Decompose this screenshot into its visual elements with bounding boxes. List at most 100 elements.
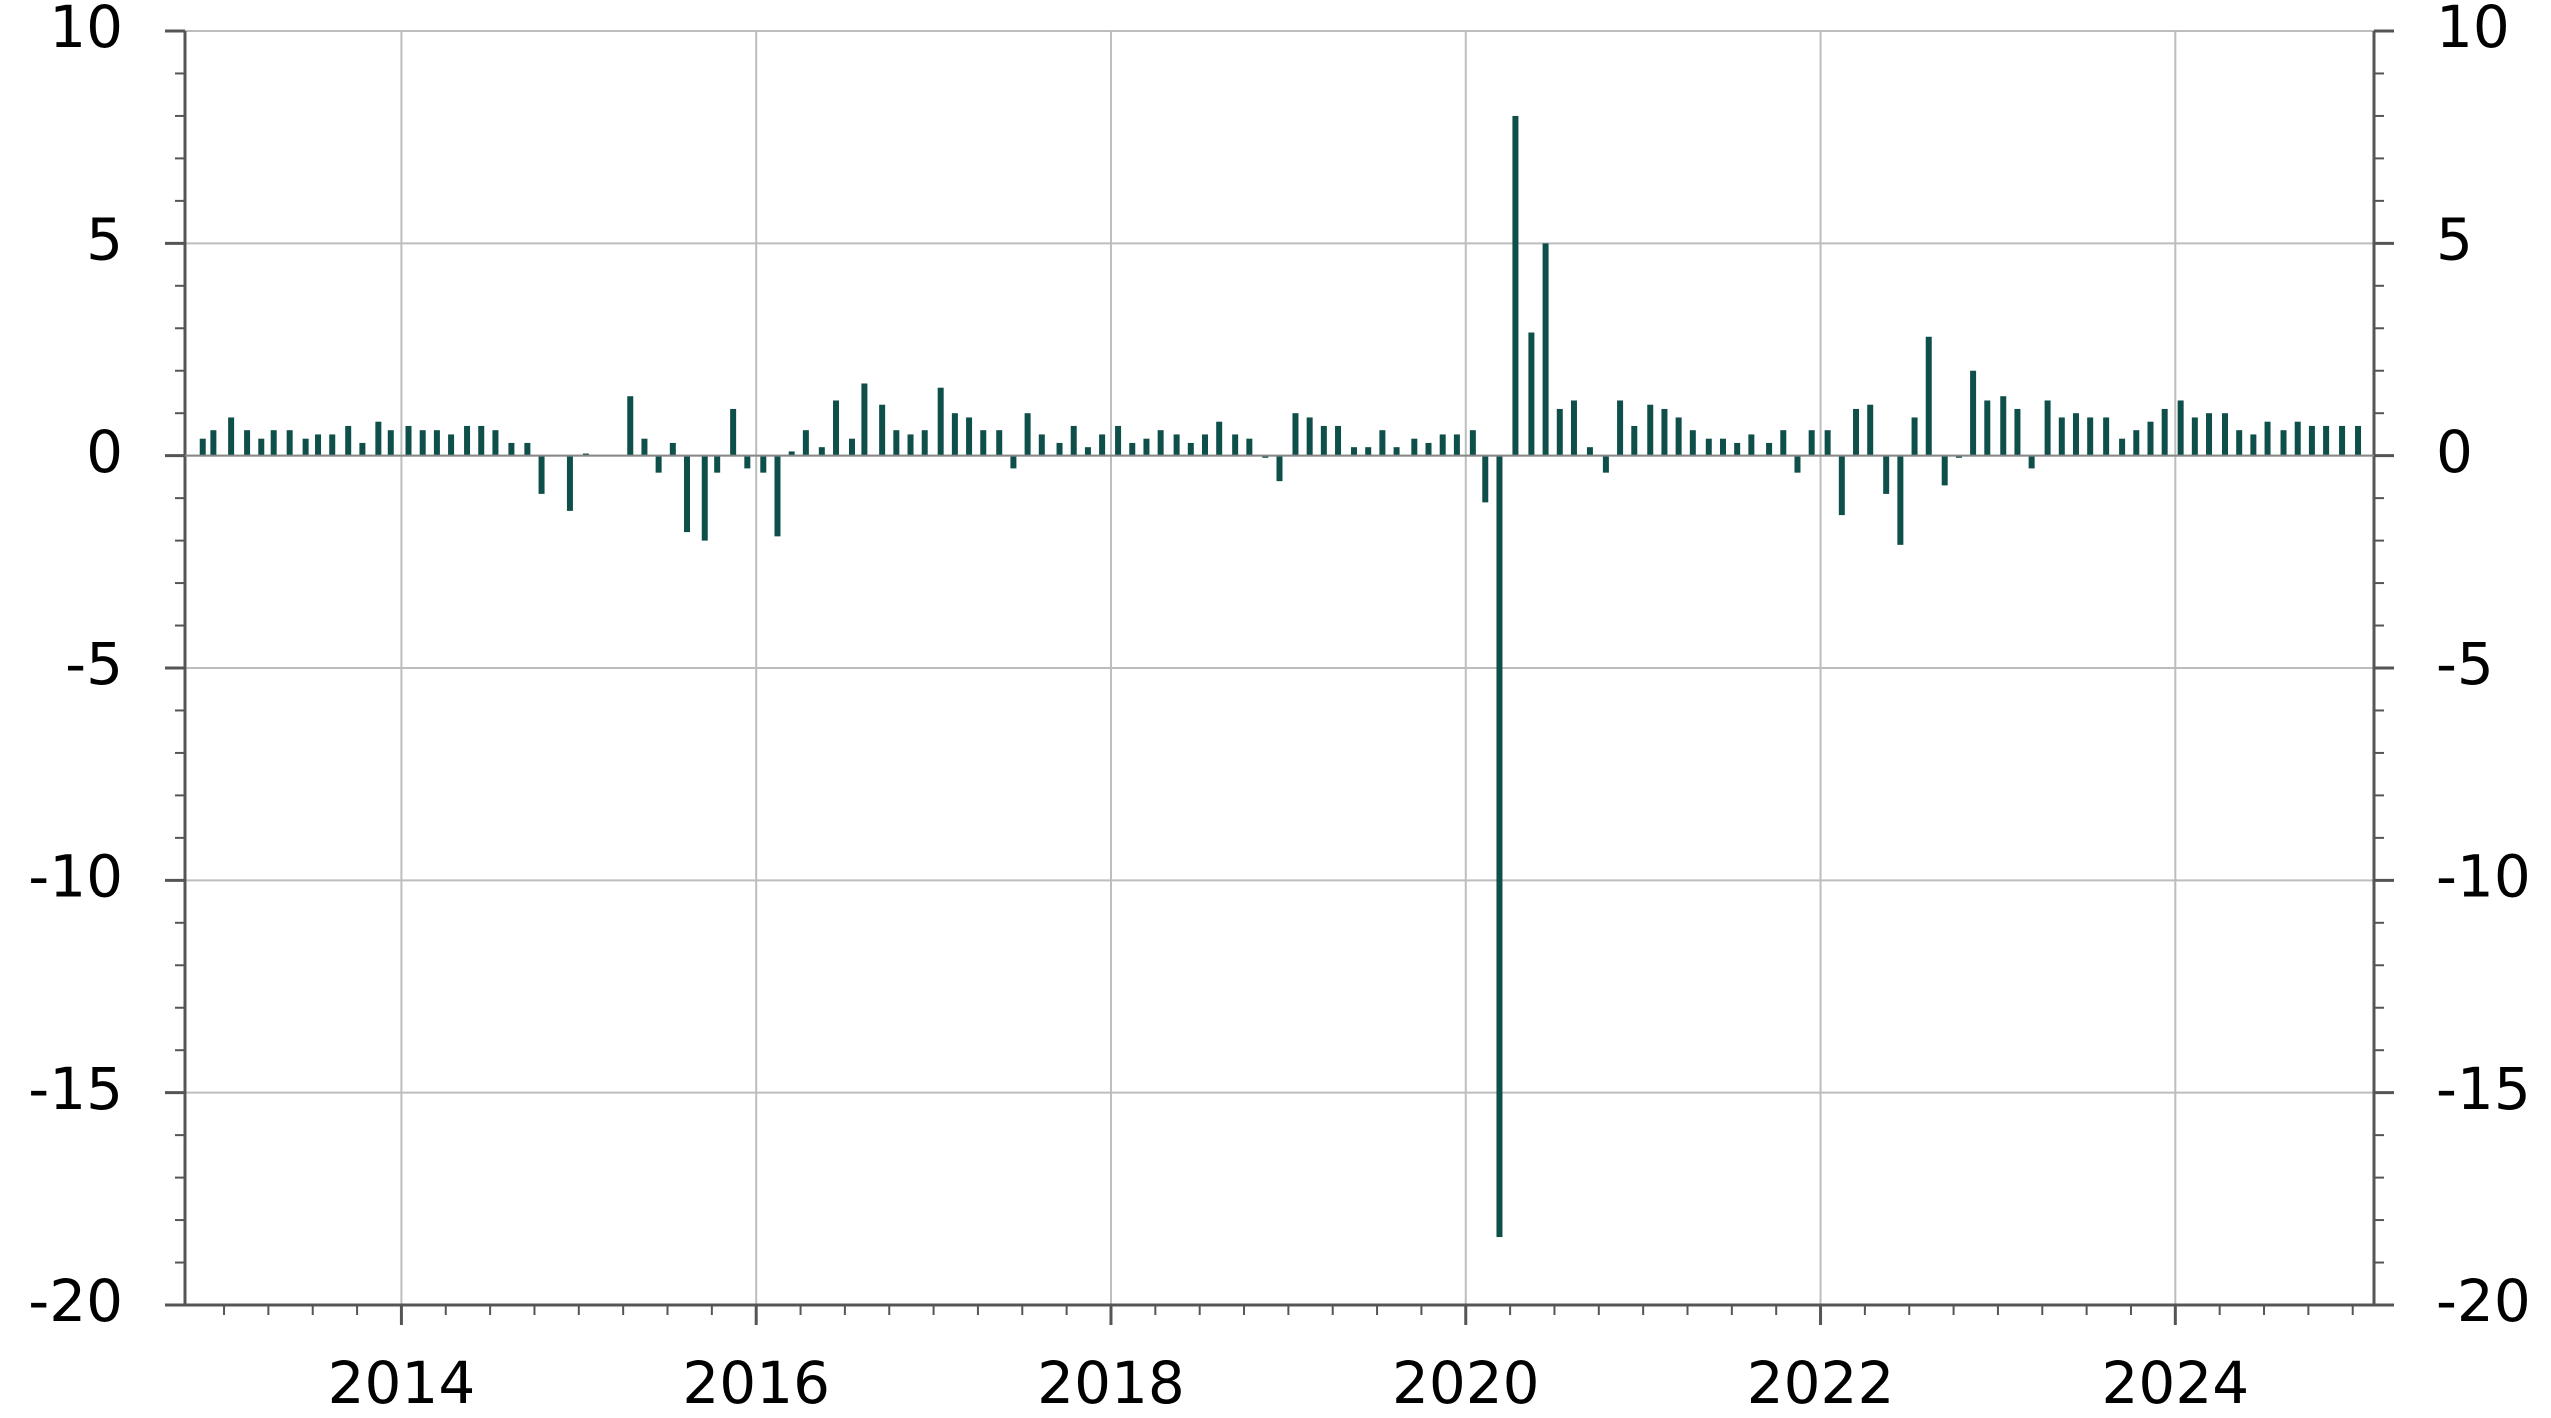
bar [2294, 421, 2301, 456]
bar [1794, 455, 1801, 473]
bar [1232, 434, 1239, 456]
bar [1734, 442, 1741, 456]
bar [492, 430, 499, 456]
bar [1631, 425, 1638, 456]
bar [2058, 417, 2065, 456]
bar [1719, 438, 1726, 456]
x-tick-label: 2016 [682, 1349, 830, 1417]
bar [1883, 455, 1890, 494]
bar [1617, 400, 1624, 456]
bar [966, 417, 973, 456]
bar [270, 430, 277, 456]
bar [1056, 442, 1063, 456]
y-tick-label: 0 [86, 418, 123, 486]
bar [2119, 438, 2126, 456]
y2-tick-label: -10 [2436, 842, 2531, 910]
bar [1143, 438, 1150, 456]
bar [714, 455, 721, 473]
bar [375, 421, 382, 456]
bar [1675, 417, 1682, 456]
y2-tick-label: -5 [2436, 630, 2494, 698]
bar [1955, 455, 1962, 458]
bar [1335, 425, 1342, 456]
bar [2236, 430, 2243, 456]
bar [2044, 400, 2051, 456]
bar [744, 455, 751, 469]
bar [1393, 447, 1400, 456]
bar [2133, 430, 2140, 456]
bar [1512, 115, 1519, 456]
bar [1292, 413, 1299, 456]
bar [861, 383, 868, 456]
bar [1365, 447, 1372, 456]
bar [1528, 332, 1535, 456]
bar [2355, 425, 2362, 456]
y2-tick-label: 0 [2436, 418, 2473, 486]
bar [1556, 408, 1563, 456]
bar [1748, 434, 1755, 456]
y2-tick-label: -20 [2436, 1267, 2531, 1335]
bar [433, 430, 440, 456]
bar [582, 453, 589, 456]
bar [419, 430, 426, 456]
bar [1970, 370, 1977, 456]
bar [566, 455, 573, 511]
y-tick-label: -5 [65, 630, 123, 698]
bar [2000, 396, 2007, 456]
bar [508, 442, 515, 456]
bar [833, 400, 840, 456]
bar [448, 434, 455, 456]
bar [1925, 336, 1932, 456]
bar [1084, 447, 1091, 456]
bar [2087, 417, 2094, 456]
bar [1897, 455, 1904, 545]
bar [921, 430, 928, 456]
bar [1099, 434, 1106, 456]
x-tick-label: 2014 [328, 1349, 476, 1417]
x-tick-label: 2022 [1747, 1349, 1895, 1417]
bar [1306, 417, 1313, 456]
bar [1838, 455, 1845, 516]
bar [1246, 438, 1253, 456]
bar [2339, 425, 2346, 456]
bar [1808, 430, 1815, 456]
x-tick-label: 2020 [1392, 1349, 1540, 1417]
x-tick-label: 2018 [1037, 1349, 1185, 1417]
bar [774, 455, 781, 537]
bar [2072, 413, 2079, 456]
bar [478, 425, 485, 456]
bar [701, 455, 708, 541]
bar [788, 451, 795, 456]
bar [1586, 447, 1593, 456]
bar [2028, 455, 2035, 469]
bar [258, 438, 265, 456]
bar [907, 434, 914, 456]
bar [1216, 421, 1223, 456]
bar [1351, 447, 1358, 456]
bar [1542, 243, 1549, 456]
bar [937, 387, 944, 456]
bar [1482, 455, 1489, 503]
bar [980, 430, 987, 456]
bar [730, 408, 737, 456]
bar [848, 438, 855, 456]
bar [405, 425, 412, 456]
bar [2280, 430, 2287, 456]
bar [1705, 438, 1712, 456]
bar [286, 430, 293, 456]
bar [244, 430, 251, 456]
bar [2206, 413, 2213, 456]
y2-tick-label: -15 [2436, 1055, 2531, 1123]
bar [524, 442, 531, 456]
bar [1469, 430, 1476, 456]
bar [669, 442, 676, 456]
bar [228, 417, 235, 456]
bar [1070, 425, 1077, 456]
y-tick-label: 10 [49, 0, 123, 61]
bar [1201, 434, 1208, 456]
bar [302, 438, 309, 456]
bar [538, 455, 545, 494]
bar [1824, 430, 1831, 456]
bar [2177, 400, 2184, 456]
bar [1115, 425, 1122, 456]
